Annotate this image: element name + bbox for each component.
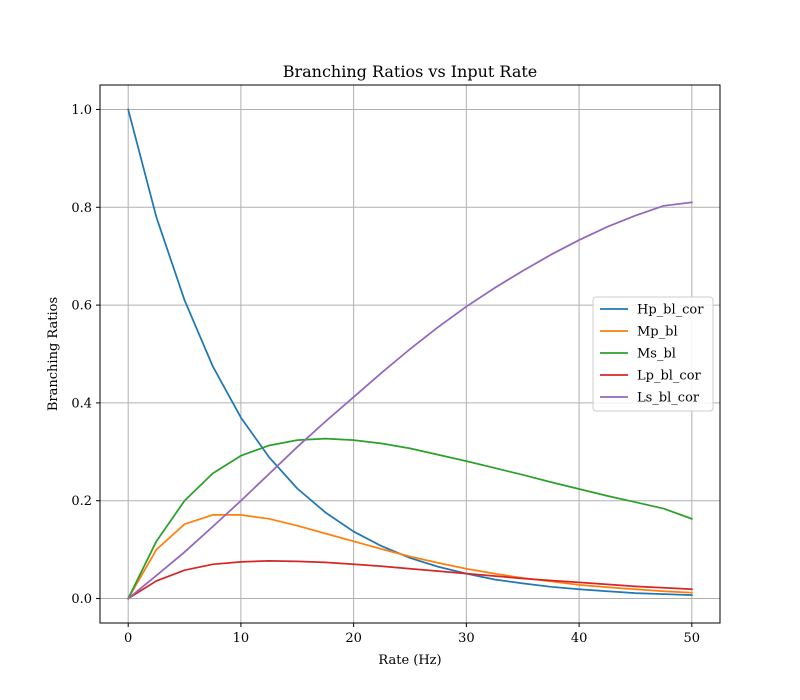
chart-title: Branching Ratios vs Input Rate: [283, 62, 538, 81]
series-line-hp-bl-cor: [127, 108, 693, 597]
x-tick-label-2: 20: [345, 631, 362, 646]
axis-ticks: 0 10 20 30 40 50 0.0 0.2 0.4 0.6 0.8 1.0: [71, 103, 700, 646]
legend: Hp_bl_cor Mp_bl Ms_bl Lp_bl_cor Ls_bl_cor: [592, 296, 714, 412]
y-tick-label-1: 0.2: [71, 494, 92, 509]
x-axis-label: Rate (Hz): [378, 653, 441, 668]
series-line-ms-bl: [127, 437, 693, 600]
plot-frame: [99, 84, 721, 624]
y-tick-label-5: 1.0: [71, 103, 92, 118]
y-tick-label-3: 0.6: [71, 299, 92, 314]
legend-label-ms-bl: Ms_bl: [637, 347, 676, 362]
x-tick-label-5: 50: [684, 631, 701, 646]
y-tick-label-2: 0.4: [71, 396, 92, 411]
x-tick-label-4: 40: [571, 631, 588, 646]
x-tick-label-3: 30: [458, 631, 475, 646]
x-tick-label-1: 10: [233, 631, 250, 646]
y-tick-label-0: 0.0: [71, 592, 92, 607]
series-line-lp-bl-cor: [126, 560, 693, 600]
legend-label-mp-bl: Mp_bl: [637, 325, 678, 340]
legend-label-lp-bl-cor: Lp_bl_cor: [637, 369, 702, 384]
y-axis-label: Branching Ratios: [46, 297, 61, 411]
series-lines: [126, 108, 693, 600]
x-tick-label-0: 0: [124, 631, 132, 646]
y-tick-label-4: 0.8: [71, 201, 92, 216]
legend-label-hp-bl-cor: Hp_bl_cor: [637, 303, 704, 318]
series-line-ls-bl-cor: [126, 201, 693, 600]
legend-box: [592, 296, 714, 412]
series-line-mp-bl: [126, 514, 693, 600]
legend-label-ls-bl-cor: Ls_bl_cor: [637, 391, 700, 406]
